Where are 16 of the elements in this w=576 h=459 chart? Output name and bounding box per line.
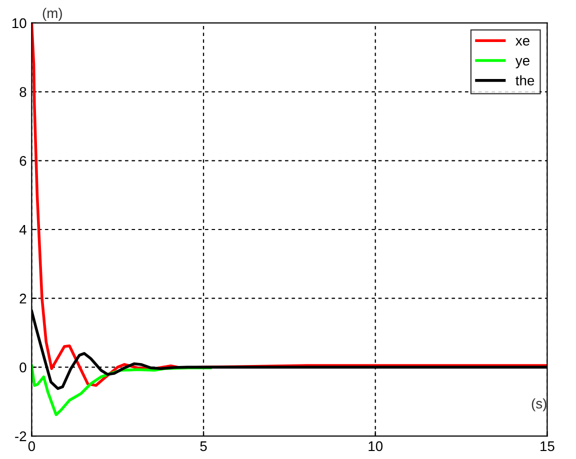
y-tick-label: 4 [19, 224, 26, 235]
x-tick-label: 0 [28, 441, 35, 452]
y-tick-label: 6 [20, 156, 26, 166]
y-axis-title: (m) [42, 8, 62, 21]
legend-label: the [516, 75, 534, 86]
legend-label: xe [516, 38, 530, 46]
y-tick-label: -2 [15, 431, 26, 442]
x-tick-label: 10 [368, 441, 383, 452]
x-tick-label: 15 [540, 441, 554, 452]
y-tick-label: 10 [12, 18, 26, 28]
legend-label: ye [515, 58, 530, 68]
y-tick-label: 2 [20, 294, 26, 304]
x-tick-label: 5 [200, 441, 207, 452]
y-tick-label: 8 [20, 87, 26, 97]
x-axis-title: (s) [532, 398, 546, 412]
y-tick-label: 0 [20, 362, 26, 372]
